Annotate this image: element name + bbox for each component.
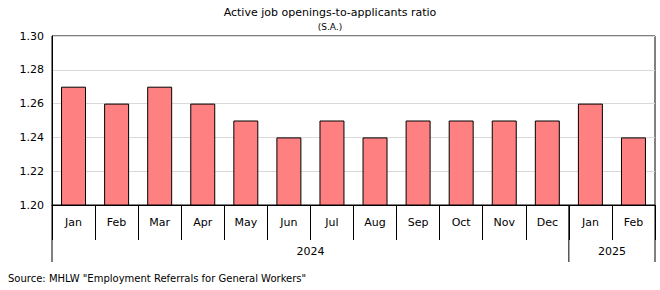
svg-text:Oct: Oct	[452, 216, 472, 229]
svg-text:2024: 2024	[296, 245, 324, 258]
svg-text:May: May	[234, 216, 257, 229]
svg-text:1.26: 1.26	[20, 97, 45, 110]
svg-text:1.20: 1.20	[20, 199, 45, 212]
svg-text:2025: 2025	[598, 245, 626, 258]
svg-text:Sep: Sep	[408, 216, 429, 229]
svg-text:Aug: Aug	[364, 216, 385, 229]
svg-text:1.30: 1.30	[20, 30, 45, 43]
svg-text:Jan: Jan	[581, 216, 599, 229]
svg-text:1.22: 1.22	[20, 165, 45, 178]
svg-text:Feb: Feb	[107, 216, 126, 229]
svg-text:Jul: Jul	[324, 216, 338, 229]
svg-text:Dec: Dec	[537, 216, 558, 229]
svg-text:Feb: Feb	[624, 216, 643, 229]
svg-text:Mar: Mar	[149, 216, 170, 229]
svg-text:Active job openings-to-applica: Active job openings-to-applicants ratio	[224, 6, 437, 19]
svg-text:1.24: 1.24	[20, 131, 45, 144]
svg-text:Apr: Apr	[193, 216, 213, 229]
svg-text:Jan: Jan	[64, 216, 82, 229]
svg-text:(S.A.): (S.A.)	[318, 22, 342, 32]
svg-text:Nov: Nov	[494, 216, 516, 229]
svg-text:1.28: 1.28	[20, 63, 45, 76]
svg-text:Jun: Jun	[279, 216, 297, 229]
svg-text:Source: MHLW "Employment Refer: Source: MHLW "Employment Referrals for G…	[8, 273, 306, 284]
